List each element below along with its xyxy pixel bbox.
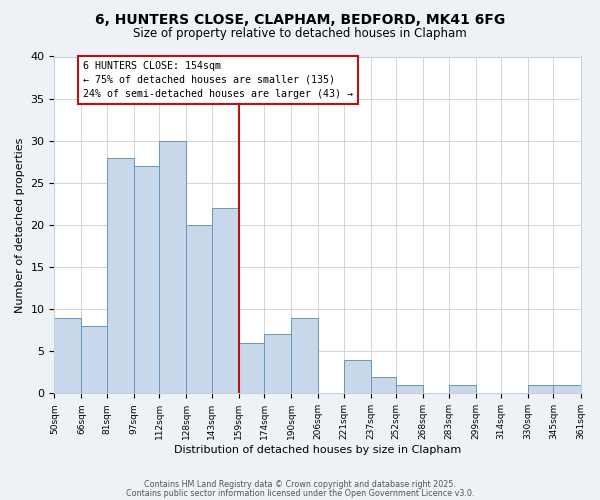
- Bar: [134, 166, 159, 394]
- Text: Contains HM Land Registry data © Crown copyright and database right 2025.: Contains HM Land Registry data © Crown c…: [144, 480, 456, 489]
- Bar: [291, 318, 318, 394]
- Text: Size of property relative to detached houses in Clapham: Size of property relative to detached ho…: [133, 28, 467, 40]
- Bar: [187, 225, 212, 394]
- Bar: [82, 326, 107, 394]
- Bar: [371, 376, 396, 394]
- Bar: [553, 385, 581, 394]
- X-axis label: Distribution of detached houses by size in Clapham: Distribution of detached houses by size …: [174, 445, 461, 455]
- Text: 6, HUNTERS CLOSE, CLAPHAM, BEDFORD, MK41 6FG: 6, HUNTERS CLOSE, CLAPHAM, BEDFORD, MK41…: [95, 12, 505, 26]
- Bar: [107, 158, 134, 394]
- Bar: [159, 140, 187, 394]
- Bar: [449, 385, 476, 394]
- Bar: [396, 385, 423, 394]
- Bar: [264, 334, 291, 394]
- Bar: [212, 208, 239, 394]
- Text: Contains public sector information licensed under the Open Government Licence v3: Contains public sector information licen…: [126, 488, 474, 498]
- Bar: [55, 318, 82, 394]
- Y-axis label: Number of detached properties: Number of detached properties: [15, 137, 25, 312]
- Bar: [239, 343, 264, 394]
- Bar: [528, 385, 553, 394]
- Bar: [344, 360, 371, 394]
- Text: 6 HUNTERS CLOSE: 154sqm
← 75% of detached houses are smaller (135)
24% of semi-d: 6 HUNTERS CLOSE: 154sqm ← 75% of detache…: [83, 60, 353, 98]
